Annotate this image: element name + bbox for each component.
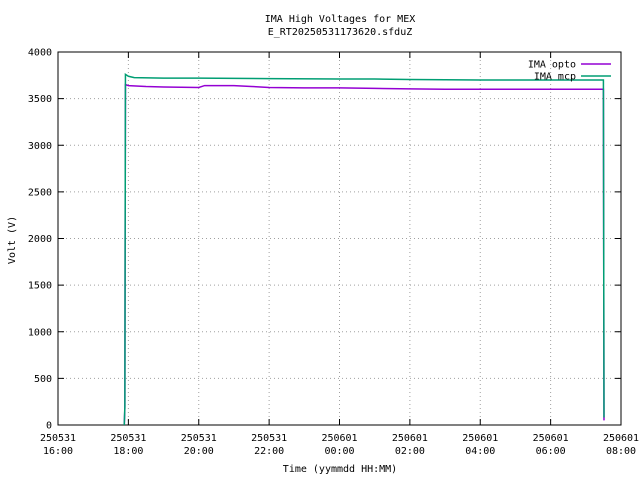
x-tick-label: 250531 22:00 [251,433,287,457]
x-tick-label: 250601 08:00 [603,433,639,457]
x-tick-label: 250601 04:00 [462,433,498,457]
y-axis-label: Volt (V) [7,216,18,264]
y-tick-label: 1000 [28,327,52,338]
x-tick-label: 250601 06:00 [533,433,569,457]
y-tick-label: 2500 [28,187,52,198]
y-tick-label: 2000 [28,234,52,245]
x-tick-label: 250531 16:00 [40,433,76,457]
plot-border [57,51,622,426]
y-tick-label: 4000 [28,48,52,59]
legend-label: IMA mcp [534,72,576,83]
y-tick-label: 0 [46,421,52,432]
x-axis-label: Time (yymmdd HH:MM) [283,464,397,475]
y-tick-label: 500 [34,374,52,385]
series-line [123,73,605,426]
y-tick-label: 1500 [28,281,52,292]
chart-subtitle: E_RT20250531173620.sfduZ [268,27,413,38]
x-tick-label: 250531 18:00 [110,433,146,457]
x-tick-label: 250531 20:00 [181,433,217,457]
series-line [123,83,605,426]
chart-title: IMA High Voltages for MEX [265,14,416,25]
legend-label: IMA opto [528,60,576,71]
y-tick-label: 3500 [28,94,52,105]
x-tick-label: 250601 00:00 [321,433,357,457]
y-tick-label: 3000 [28,141,52,152]
x-tick-label: 250601 02:00 [392,433,428,457]
